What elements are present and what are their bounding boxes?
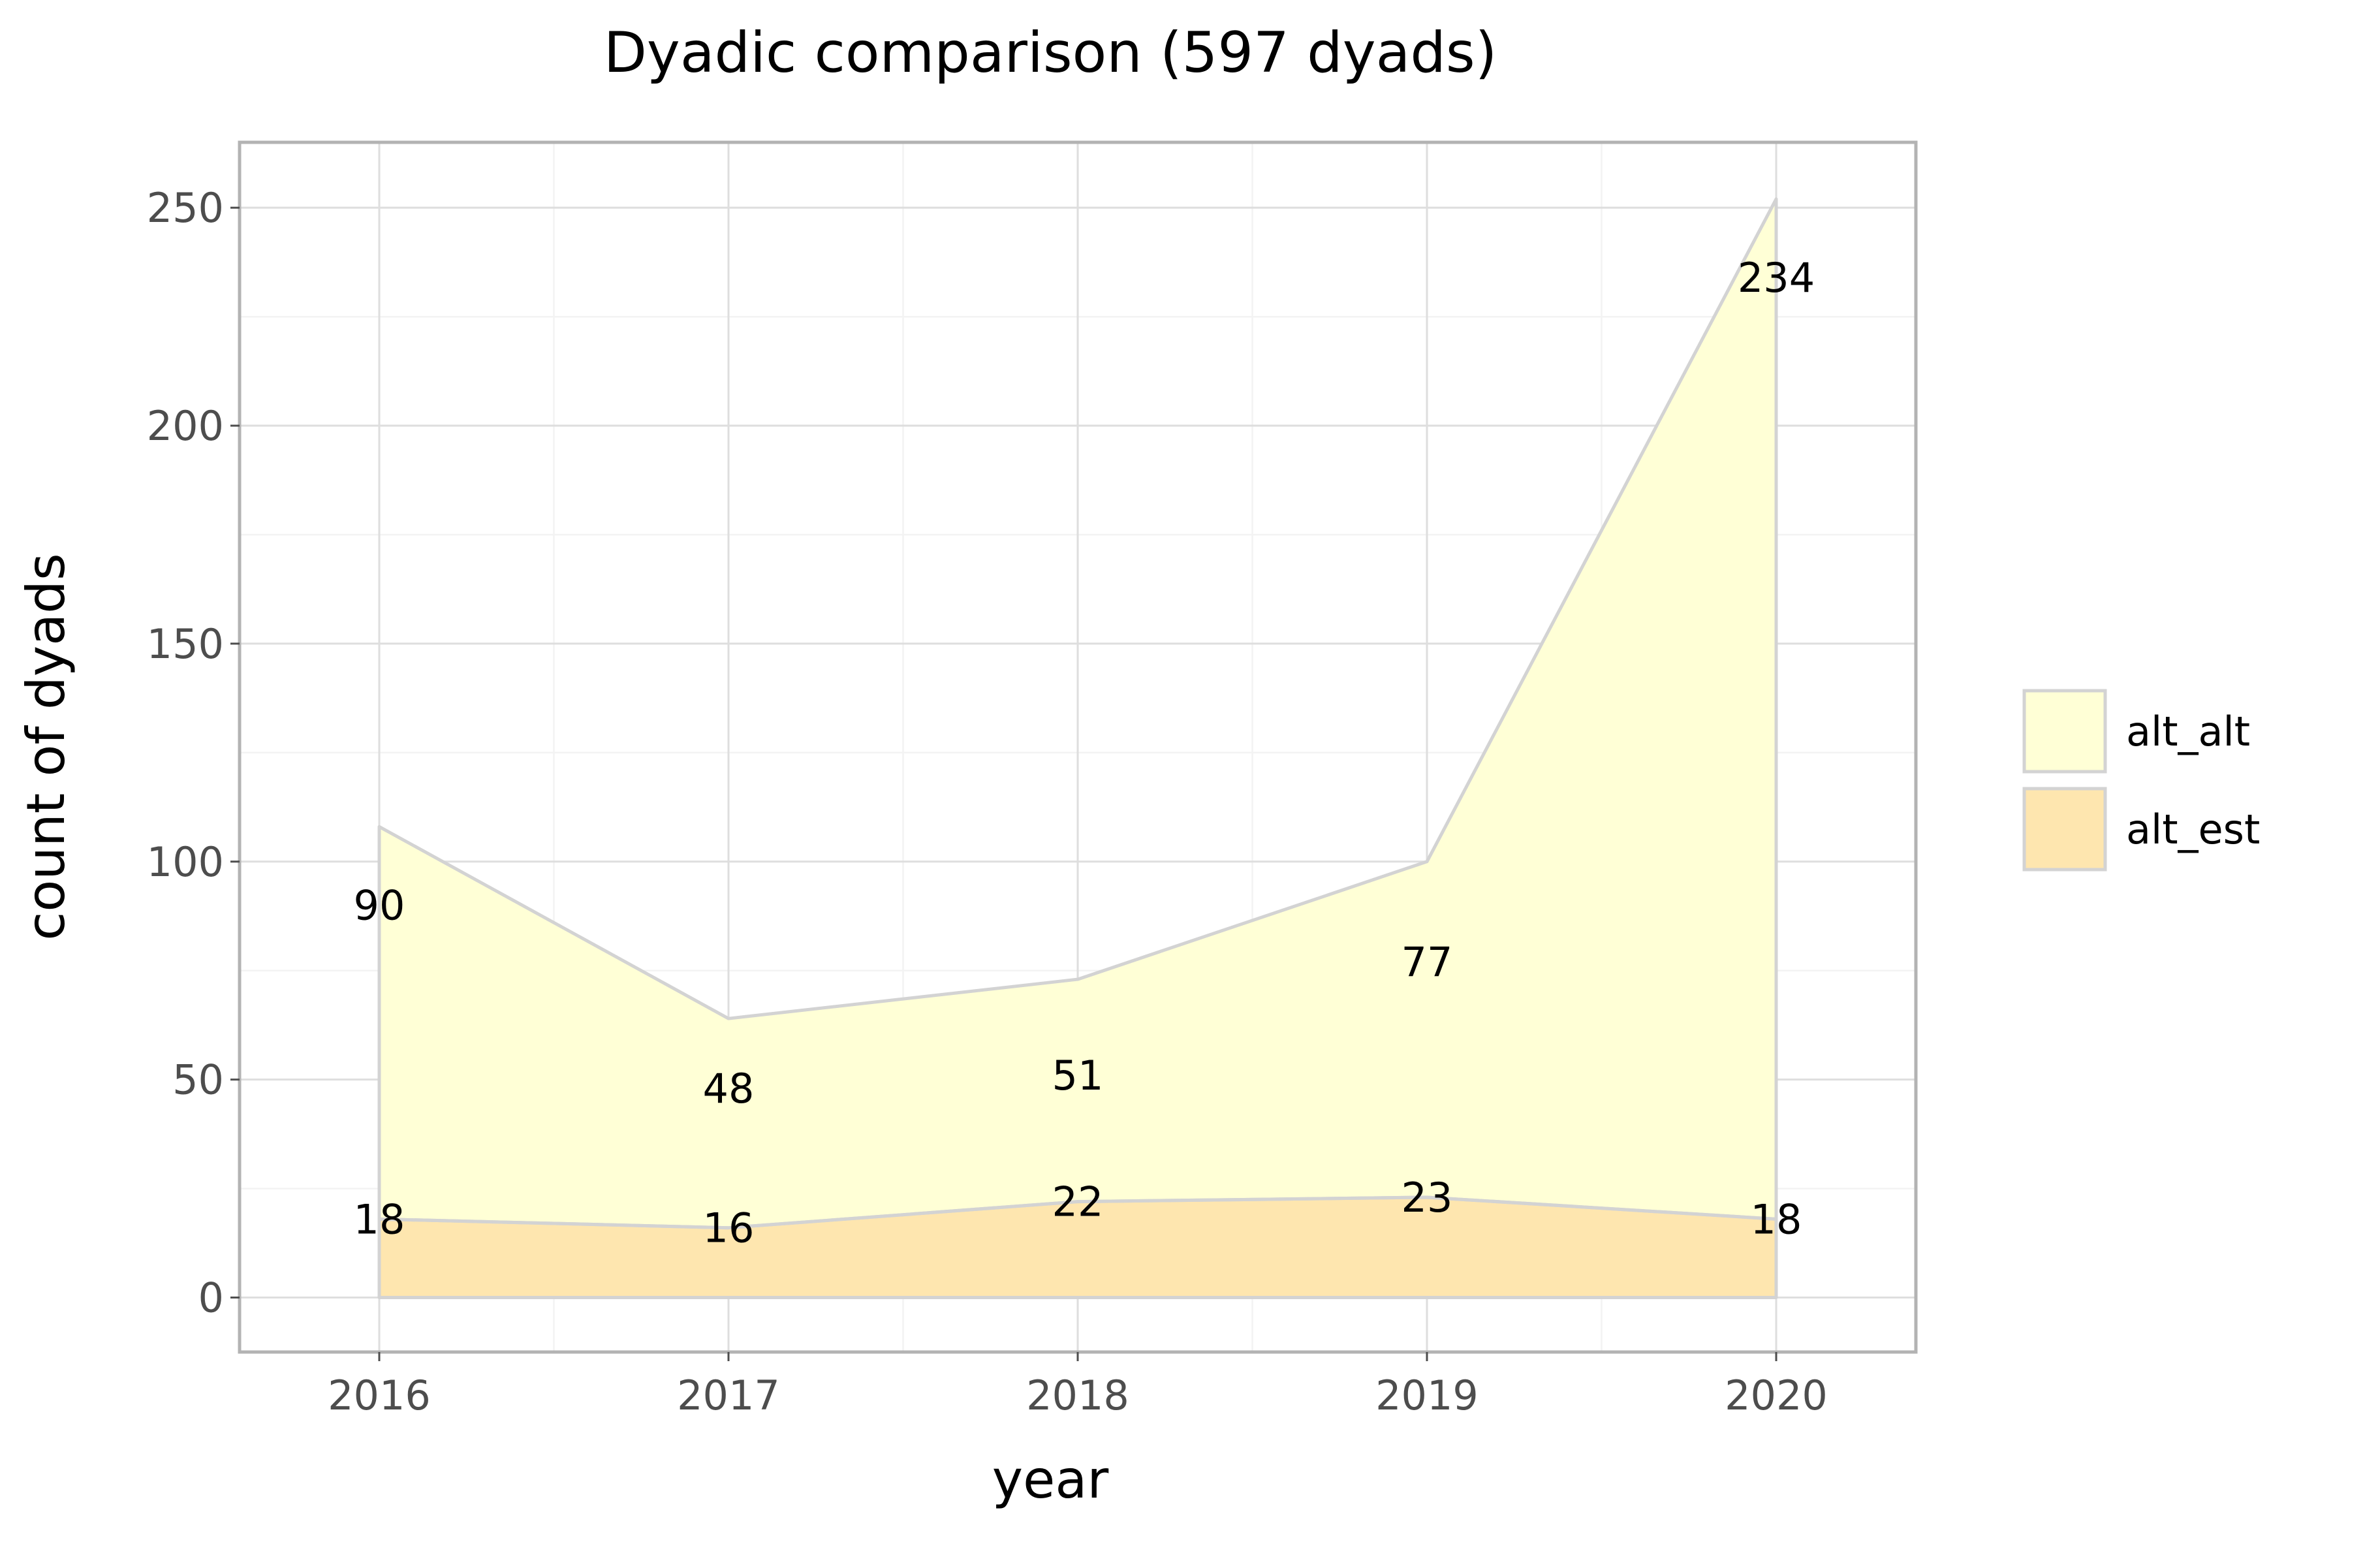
area-outline-alt-alt (377, 197, 1778, 1230)
x-tick-label: 2016 (328, 1372, 431, 1419)
data-label-alt-est: 16 (703, 1204, 755, 1252)
x-tick-label: 2019 (1375, 1372, 1479, 1419)
x-tick-label: 2017 (677, 1372, 780, 1419)
y-tick-label: 0 (198, 1274, 224, 1322)
data-label-alt-est: 22 (1052, 1178, 1104, 1226)
data-labels: 18 16 22 23 18 90 48 51 77 234 (354, 254, 1815, 1252)
area-alt-alt (379, 198, 1776, 1228)
legend-swatch-alt-est (2022, 787, 2107, 872)
legend-label-alt-est: alt_est (2126, 806, 2260, 853)
legend-label-alt-alt: alt_alt (2126, 708, 2250, 755)
y-tick-label: 250 (147, 184, 224, 232)
x-axis-label: year (992, 1449, 1109, 1510)
y-tick-label: 150 (147, 620, 224, 668)
x-tick-label: 2018 (1026, 1372, 1129, 1419)
area-alt-est (379, 1197, 1776, 1298)
x-tick-label: 2020 (1725, 1372, 1828, 1419)
data-label-alt-alt: 48 (703, 1065, 755, 1112)
data-label-alt-alt: 234 (1738, 254, 1815, 302)
data-label-alt-est: 23 (1401, 1174, 1453, 1221)
y-axis-ticks: 0 50 100 150 200 250 (147, 184, 240, 1322)
data-label-alt-alt: 77 (1401, 938, 1453, 986)
data-label-alt-alt: 51 (1052, 1052, 1104, 1099)
legend: alt_alt alt_est (2022, 689, 2260, 872)
y-tick-label: 100 (147, 838, 224, 886)
y-tick-label: 200 (147, 402, 224, 450)
y-axis-label: count of dyads (16, 553, 76, 940)
y-tick-label: 50 (172, 1056, 224, 1104)
chart-title: Dyadic comparison (597 dyads) (604, 20, 1497, 86)
data-label-alt-est: 18 (354, 1195, 405, 1243)
x-axis-ticks: 2016 2017 2018 2019 2020 (328, 1352, 1828, 1419)
data-label-alt-est: 18 (1751, 1195, 1802, 1243)
area-layers (377, 197, 1778, 1300)
legend-swatch-alt-alt (2022, 689, 2107, 774)
plot-area: 18 16 22 23 18 90 48 51 77 234 (238, 140, 1918, 1354)
data-label-alt-alt: 90 (354, 882, 405, 930)
